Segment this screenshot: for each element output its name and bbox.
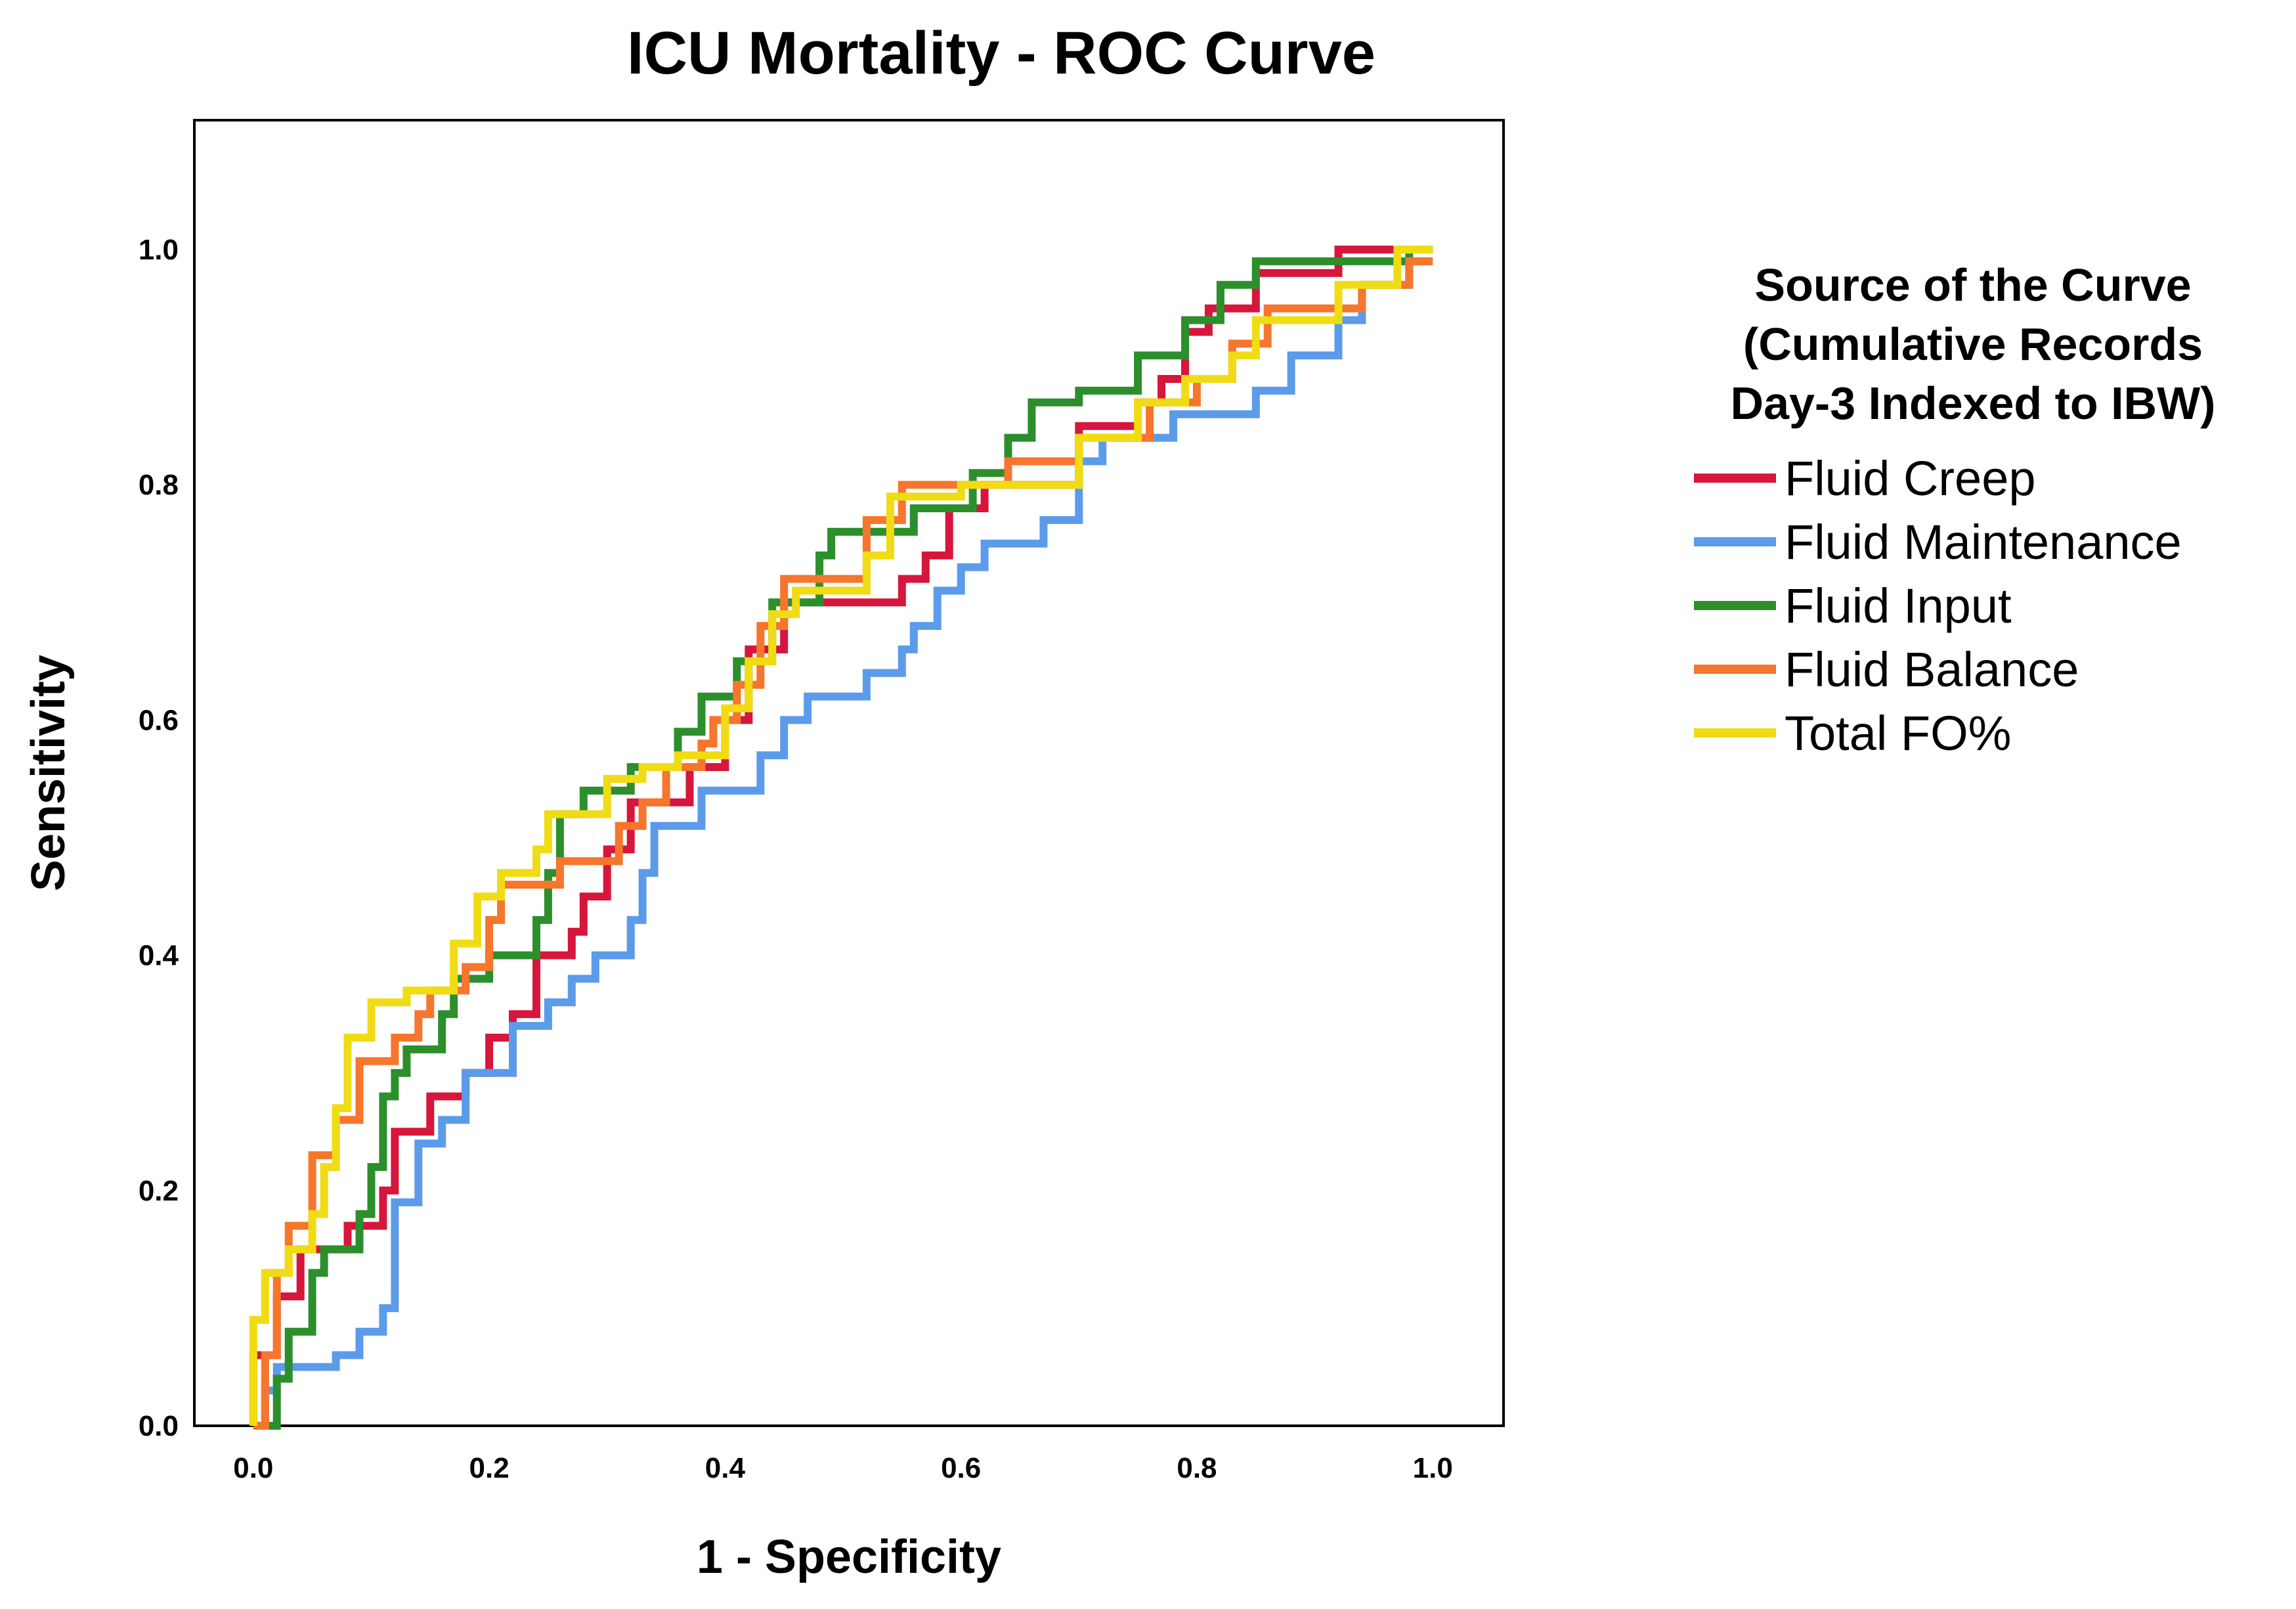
y-tick-label: 0.2 (139, 1175, 179, 1207)
y-tick-label: 0.4 (139, 940, 179, 972)
legend-label: Fluid Balance (1785, 642, 2079, 697)
legend-title-line: Source of the Curve (1754, 259, 2191, 311)
legend-label: Total FO% (1785, 706, 2011, 760)
x-tick-label: 0.0 (233, 1452, 273, 1484)
y-tick-label: 0.6 (139, 704, 179, 736)
tick-labels: 0.0 0.2 0.4 0.6 0.8 1.0 0.0 0.2 0.4 0.6 0.8 1.0 (139, 234, 1453, 1484)
y-axis-title-group: Sensitivity (22, 655, 75, 891)
plot-frame (193, 119, 1505, 1427)
x-axis-title: 1 - Specificity (697, 1531, 1001, 1583)
chart-title: ICU Mortality - ROC Curve (627, 20, 1375, 87)
legend-title-line: Day-3 Indexed to IBW) (1731, 378, 2216, 429)
roc-series-line (253, 257, 1433, 1430)
legend-label: Fluid Maintenance (1785, 515, 2182, 569)
legend-title-line: (Cumulative Records (1743, 319, 2203, 370)
legend: Source of the Curve (Cumulative Records Da… (1694, 259, 2215, 760)
y-tick-label: 1.0 (139, 234, 179, 266)
roc-series-line (253, 257, 1433, 1430)
x-tick-label: 0.6 (941, 1452, 981, 1484)
x-tick-label: 1.0 (1413, 1452, 1453, 1484)
y-tick-label: 0.8 (139, 469, 179, 501)
roc-series-line (249, 246, 1433, 1426)
x-tick-label: 0.4 (705, 1452, 746, 1484)
roc-series-line (249, 246, 1433, 1426)
y-axis-title: Sensitivity (22, 655, 75, 891)
x-tick-label: 0.8 (1177, 1452, 1217, 1484)
series-lines (249, 246, 1433, 1430)
roc-series-line (253, 246, 1433, 1430)
y-tick-label: 0.0 (139, 1410, 179, 1442)
legend-label: Fluid Creep (1785, 451, 2036, 506)
x-tick-label: 0.2 (469, 1452, 509, 1484)
legend-label: Fluid Input (1785, 579, 2012, 633)
